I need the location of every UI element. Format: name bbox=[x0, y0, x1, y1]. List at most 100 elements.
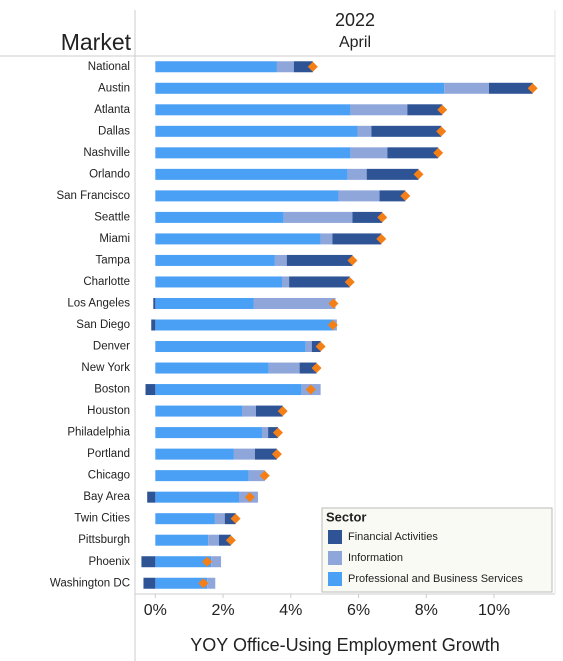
row-header: Market bbox=[61, 29, 132, 55]
bar-segment bbox=[286, 254, 353, 266]
legend-label: Information bbox=[348, 552, 403, 564]
bar-segment bbox=[233, 448, 255, 460]
legend-label: Professional and Business Services bbox=[348, 573, 523, 585]
bar-segment bbox=[305, 341, 312, 353]
bar-segment bbox=[155, 104, 351, 116]
bar-segment bbox=[155, 168, 348, 180]
category-label: Orlando bbox=[89, 168, 130, 180]
x-tick-label: 6% bbox=[347, 602, 370, 619]
bar-segment bbox=[155, 577, 208, 589]
bar-segment bbox=[357, 125, 372, 137]
bar-segment bbox=[282, 276, 290, 288]
bar-segment bbox=[143, 577, 156, 589]
total-marker bbox=[225, 535, 236, 546]
bar-segment bbox=[155, 233, 321, 245]
category-label: San Francisco bbox=[56, 190, 130, 202]
bar-segment bbox=[155, 276, 282, 288]
bar-segment bbox=[141, 556, 156, 568]
legend-swatch bbox=[328, 572, 342, 586]
total-marker bbox=[344, 276, 355, 287]
bar-segment bbox=[350, 147, 388, 159]
bar-segment bbox=[242, 405, 256, 417]
bar-segment bbox=[387, 147, 439, 159]
bar-segment bbox=[371, 125, 442, 137]
category-label: Tampa bbox=[95, 254, 130, 266]
total-marker bbox=[259, 470, 270, 481]
category-label: Bay Area bbox=[83, 491, 130, 503]
category-label: New York bbox=[81, 362, 130, 374]
total-marker bbox=[328, 298, 339, 309]
bar-segment bbox=[274, 254, 287, 266]
x-axis-title: YOY Office-Using Employment Growth bbox=[190, 635, 499, 655]
bar-segment bbox=[366, 168, 419, 180]
legend-swatch bbox=[328, 551, 342, 565]
bar-segment bbox=[248, 470, 265, 482]
bar-segment bbox=[155, 491, 239, 503]
category-label: Austin bbox=[98, 82, 130, 94]
bar-segment bbox=[155, 384, 302, 396]
category-label: Portland bbox=[87, 448, 130, 460]
bar-segment bbox=[254, 448, 277, 460]
total-marker bbox=[376, 233, 387, 244]
x-tick-label: 0% bbox=[144, 602, 167, 619]
x-tick-label: 8% bbox=[415, 602, 438, 619]
category-label: Pittsburgh bbox=[78, 534, 130, 546]
bar-segment bbox=[155, 427, 263, 439]
category-label: Los Angeles bbox=[67, 298, 130, 310]
category-label: Nashville bbox=[83, 147, 130, 159]
x-tick-label: 4% bbox=[279, 602, 302, 619]
bar-segment bbox=[211, 556, 222, 568]
bar-segment bbox=[155, 319, 333, 331]
bar-segment bbox=[214, 513, 225, 525]
category-label: Miami bbox=[99, 233, 130, 245]
category-label: Atlanta bbox=[94, 104, 130, 116]
total-marker bbox=[377, 212, 388, 223]
bar-segment bbox=[155, 297, 254, 309]
legend-label: Financial Activities bbox=[348, 531, 438, 543]
total-marker bbox=[272, 427, 283, 438]
bar-segment bbox=[289, 276, 350, 288]
bar-segment bbox=[299, 362, 317, 374]
bar-segment bbox=[155, 470, 249, 482]
bar-segment bbox=[155, 211, 284, 223]
bar-segment bbox=[155, 448, 234, 460]
bar-segment bbox=[224, 513, 236, 525]
bar-segment bbox=[155, 147, 351, 159]
category-label: National bbox=[88, 61, 130, 73]
total-marker bbox=[271, 449, 282, 460]
bar-segment bbox=[444, 82, 489, 94]
total-marker bbox=[305, 384, 316, 395]
legend-title: Sector bbox=[326, 509, 366, 524]
category-label: Seattle bbox=[94, 211, 130, 223]
bar-segment bbox=[293, 61, 313, 73]
total-marker bbox=[311, 363, 322, 374]
category-label: Twin Cities bbox=[74, 513, 130, 525]
bar-segment bbox=[155, 534, 209, 546]
category-label: San Diego bbox=[76, 319, 130, 331]
total-marker bbox=[230, 513, 241, 524]
category-label: Chicago bbox=[88, 470, 130, 482]
bar-segment bbox=[155, 125, 358, 137]
bar-segment bbox=[283, 211, 353, 223]
category-label: Denver bbox=[93, 341, 130, 353]
bar-segment bbox=[155, 556, 212, 568]
bar-segment bbox=[151, 319, 156, 331]
bar-segment bbox=[332, 233, 382, 245]
legend-box bbox=[321, 507, 553, 593]
bar-segment bbox=[155, 513, 215, 525]
category-label: Houston bbox=[87, 405, 130, 417]
total-marker bbox=[307, 61, 318, 72]
bar-segment bbox=[253, 297, 336, 309]
total-marker bbox=[527, 83, 538, 94]
total-marker bbox=[327, 320, 338, 330]
bar-segment bbox=[276, 61, 294, 73]
bar-segment bbox=[219, 534, 231, 546]
bar-segment bbox=[352, 211, 383, 223]
category-label: Washington DC bbox=[50, 577, 130, 589]
bar-segment bbox=[147, 491, 156, 503]
bar-segment bbox=[155, 405, 243, 417]
total-marker bbox=[315, 341, 326, 352]
bar-segment bbox=[262, 427, 269, 439]
category-label: Dallas bbox=[98, 125, 130, 137]
